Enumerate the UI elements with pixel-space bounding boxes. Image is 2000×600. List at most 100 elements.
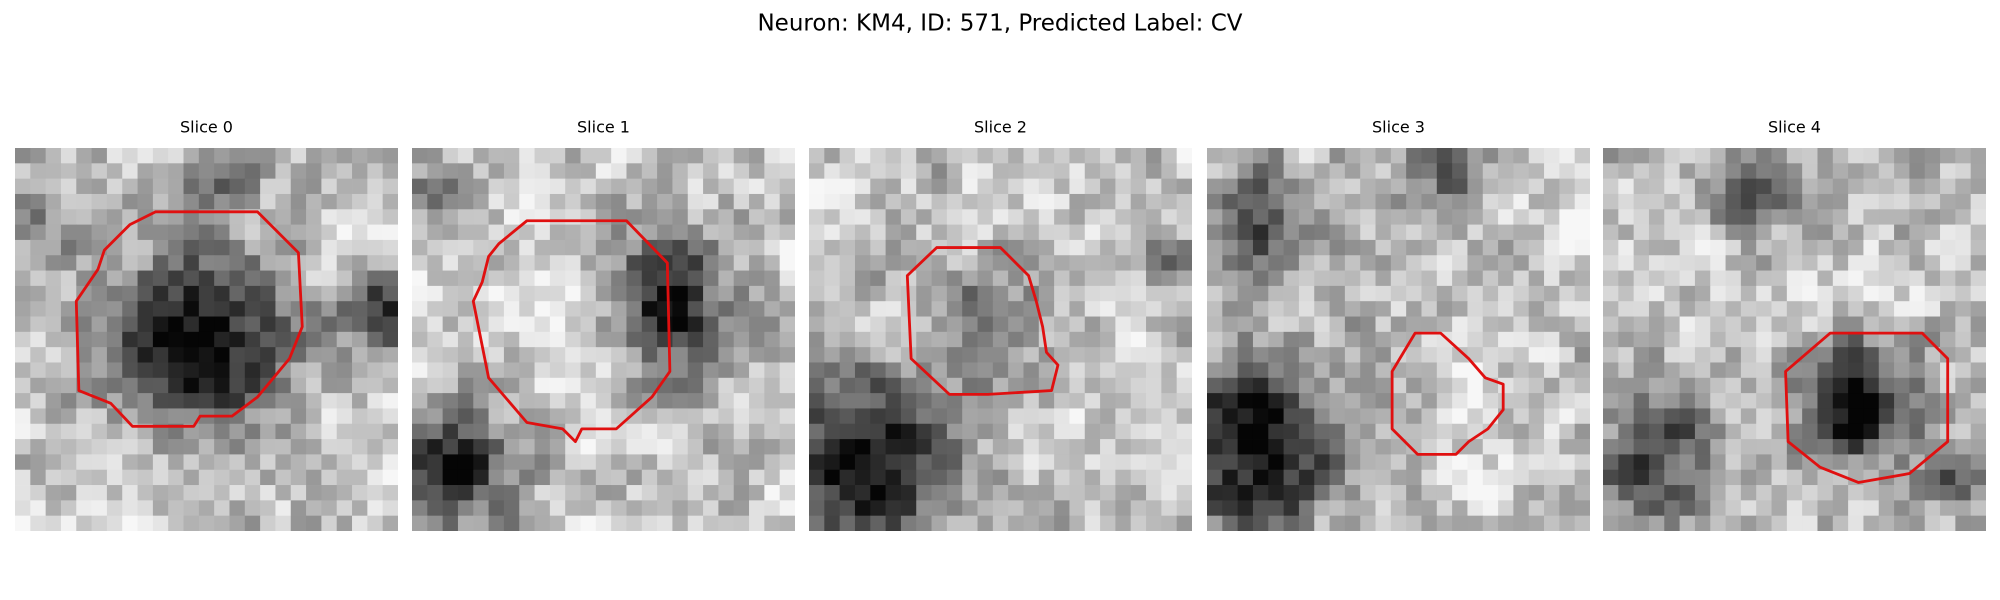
pixel — [519, 163, 535, 180]
pixel — [1633, 331, 1650, 348]
pixel — [657, 485, 673, 501]
pixel — [977, 408, 994, 425]
pixel — [1130, 393, 1147, 409]
pixel — [1878, 331, 1895, 348]
pixel — [1421, 178, 1438, 195]
pixel — [275, 148, 292, 164]
pixel — [1100, 163, 1116, 180]
pixel — [1482, 408, 1499, 425]
pixel — [1802, 148, 1818, 164]
pixel — [611, 148, 627, 164]
pixel — [1544, 209, 1560, 225]
pixel — [1618, 331, 1635, 348]
pixel — [1894, 393, 1910, 409]
pixel — [641, 193, 658, 210]
roi-contour — [471, 219, 672, 444]
pixel — [641, 163, 658, 180]
pixel — [549, 301, 566, 317]
pixel — [854, 485, 871, 501]
pixel — [1894, 485, 1910, 501]
pixel — [1618, 362, 1635, 379]
pixel — [183, 285, 200, 302]
pixel — [1694, 270, 1711, 287]
pixel — [1452, 362, 1468, 379]
pixel — [1038, 408, 1055, 425]
pixel — [1786, 485, 1803, 501]
pixel — [1176, 485, 1192, 501]
pixel — [1452, 347, 1468, 363]
pixel — [1618, 193, 1635, 210]
pixel — [1618, 316, 1635, 333]
pixel — [900, 485, 917, 501]
pixel — [1252, 377, 1269, 394]
pixel — [611, 178, 627, 195]
pixel — [442, 393, 459, 409]
pixel — [1924, 362, 1941, 379]
pixel — [749, 377, 765, 394]
pixel — [152, 469, 169, 486]
pixel — [870, 469, 886, 486]
pixel — [1513, 209, 1530, 225]
pixel — [290, 485, 307, 501]
pixel — [1633, 148, 1650, 164]
pixel — [611, 285, 627, 302]
pixel — [1100, 362, 1116, 379]
pixel — [1268, 485, 1284, 501]
pixel — [352, 454, 368, 471]
pixel — [1740, 347, 1757, 363]
pixel — [152, 224, 169, 241]
pixel — [45, 193, 62, 210]
pixel — [1817, 439, 1834, 455]
pixel — [1161, 439, 1178, 455]
pixel — [733, 500, 750, 517]
pixel — [1970, 316, 1986, 333]
pixel — [122, 239, 138, 256]
pixel — [1679, 316, 1696, 333]
pixel — [321, 270, 338, 287]
pixel — [1924, 148, 1941, 164]
pixel — [1710, 301, 1726, 317]
pixel — [611, 362, 627, 379]
pixel — [900, 163, 917, 180]
pixel — [1390, 285, 1407, 302]
pixel — [1314, 163, 1330, 180]
pixel — [229, 255, 246, 271]
pixel — [488, 209, 505, 225]
pixel — [473, 454, 489, 471]
pixel — [15, 316, 31, 333]
pixel — [1298, 331, 1315, 348]
pixel — [1314, 331, 1330, 348]
pixel — [1084, 362, 1101, 379]
pixel — [870, 224, 886, 241]
pixel — [549, 485, 566, 501]
pixel — [870, 178, 886, 195]
pixel — [580, 239, 597, 256]
pixel — [1863, 393, 1880, 409]
pixel — [1100, 331, 1116, 348]
pixel — [1237, 515, 1254, 531]
pixel — [1664, 209, 1680, 225]
pixel — [244, 362, 261, 379]
pixel — [306, 362, 322, 379]
pixel — [1664, 377, 1680, 394]
pixel — [1008, 408, 1024, 425]
pixel — [718, 316, 735, 333]
pixel — [1756, 515, 1772, 531]
pixel — [122, 301, 138, 317]
pixel — [1528, 316, 1545, 333]
pixel — [1740, 393, 1757, 409]
pixel — [580, 500, 597, 517]
pixel — [1176, 255, 1192, 271]
pixel — [565, 393, 581, 409]
pixel — [1648, 301, 1665, 317]
pixel — [457, 331, 474, 348]
pixel — [1268, 347, 1284, 363]
pixel — [992, 362, 1009, 379]
pixel — [839, 270, 856, 287]
pixel — [122, 454, 138, 471]
pixel — [488, 163, 505, 180]
pixel — [657, 500, 673, 517]
pixel — [565, 270, 581, 287]
pixel — [1528, 439, 1545, 455]
pixel — [580, 469, 597, 486]
